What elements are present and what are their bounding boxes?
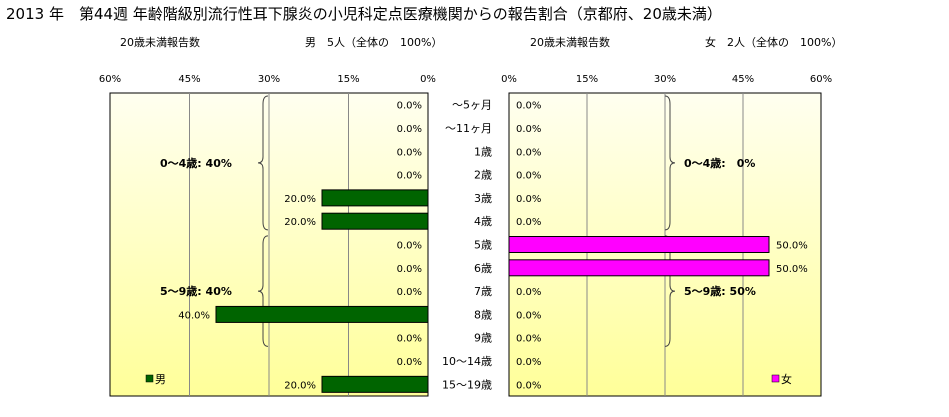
tick-label-female: 15% — [576, 74, 598, 85]
category-label: 2歳 — [474, 169, 492, 182]
bar-female — [508, 259, 770, 277]
data-label-female: 0.0% — [516, 357, 541, 368]
category-label: 4歳 — [474, 215, 492, 228]
data-label-female: 0.0% — [516, 101, 541, 112]
female-count-label: 20歳未満報告数 — [530, 36, 610, 49]
data-label-female: 0.0% — [516, 287, 541, 298]
category-label: 7歳 — [474, 285, 492, 298]
group-brace-female — [664, 95, 676, 231]
tick-label-male: 60% — [99, 74, 121, 85]
legend-label-male: 男 — [155, 373, 166, 386]
data-label-male: 0.0% — [397, 334, 422, 345]
data-label-male: 0.0% — [397, 287, 422, 298]
data-label-male: 20.0% — [284, 194, 316, 205]
data-label-female: 0.0% — [516, 124, 541, 135]
data-label-male: 0.0% — [397, 241, 422, 252]
category-label: 9歳 — [474, 332, 492, 345]
category-label: 8歳 — [474, 308, 492, 321]
data-label-female: 0.0% — [516, 171, 541, 182]
data-label-male: 0.0% — [397, 171, 422, 182]
male-summary: 男 5人（全体の 100%） — [305, 36, 443, 49]
category-label: 5歳 — [474, 239, 492, 252]
data-label-female: 50.0% — [776, 241, 808, 252]
data-label-female: 0.0% — [516, 217, 541, 228]
category-label: ～5ヶ月 — [452, 99, 492, 112]
data-label-female: 0.0% — [516, 194, 541, 205]
category-label: 15～19歳 — [442, 378, 492, 391]
data-label-male: 20.0% — [284, 217, 316, 228]
legend-label-female: 女 — [781, 372, 792, 386]
bar-female — [508, 236, 770, 253]
category-label: ～11ヶ月 — [445, 122, 492, 135]
chart-title: 2013 年 第44週 年齢階級別流行性耳下腺炎の小児科定点医療機関からの報告割… — [6, 5, 722, 23]
group-label-female: 0～4歳: 0% — [684, 156, 755, 170]
data-label-male: 0.0% — [397, 264, 422, 275]
data-label-male: 0.0% — [397, 101, 422, 112]
tick-label-female: 0% — [501, 74, 517, 85]
data-label-female: 0.0% — [516, 310, 541, 321]
tick-label-male: 15% — [337, 74, 359, 85]
tick-label-male: 45% — [178, 74, 200, 85]
tick-label-male: 0% — [420, 74, 436, 85]
data-label-female: 0.0% — [516, 334, 541, 345]
category-label: 1歳 — [474, 145, 492, 158]
female-summary: 女 2人（全体の 100%） — [705, 36, 843, 49]
bar-male — [321, 189, 429, 207]
data-label-female: 0.0% — [516, 380, 541, 391]
bar-male — [321, 375, 429, 393]
tick-label-female: 60% — [810, 74, 832, 85]
data-label-male: 0.0% — [397, 124, 422, 135]
tick-label-male: 30% — [258, 74, 280, 85]
group-brace-male — [257, 95, 269, 231]
group-label-male: 0～4歳: 40% — [160, 156, 232, 170]
tick-label-female: 45% — [732, 74, 754, 85]
group-label-female: 5～9歳: 50% — [684, 284, 756, 298]
legend-swatch-female — [771, 374, 780, 383]
data-label-female: 50.0% — [776, 264, 808, 275]
data-label-male: 40.0% — [178, 310, 210, 321]
bar-male — [215, 305, 429, 323]
data-label-male: 20.0% — [284, 380, 316, 391]
legend-swatch-male — [145, 374, 154, 383]
male-count-label: 20歳未満報告数 — [120, 36, 200, 49]
tick-label-female: 30% — [654, 74, 676, 85]
bar-male — [321, 212, 429, 230]
data-label-female: 0.0% — [516, 147, 541, 158]
data-label-male: 0.0% — [397, 147, 422, 158]
category-label: 6歳 — [474, 262, 492, 275]
group-brace-male — [257, 235, 269, 347]
category-label: 3歳 — [474, 192, 492, 205]
category-label: 10～14歳 — [442, 355, 492, 368]
data-label-male: 0.0% — [397, 357, 422, 368]
group-label-male: 5～9歳: 40% — [160, 284, 232, 298]
